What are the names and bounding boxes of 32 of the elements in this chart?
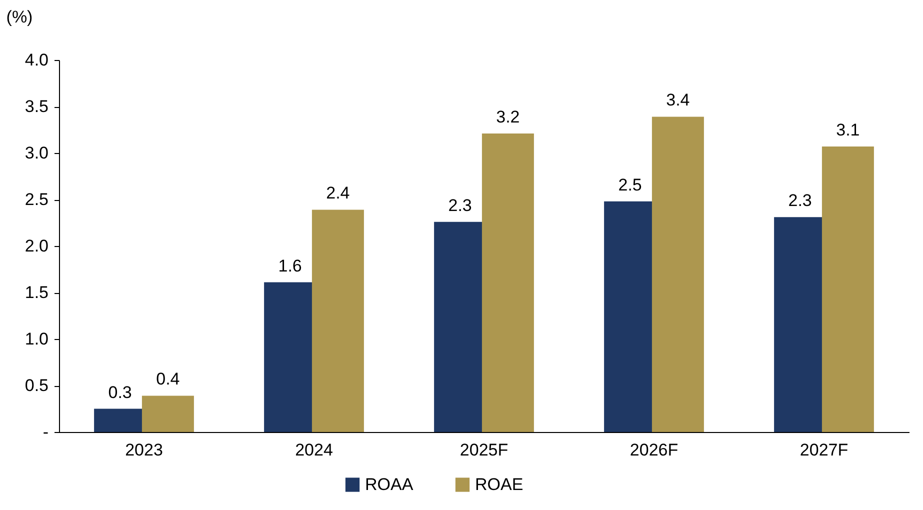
y-tick-label: 3.5 bbox=[24, 97, 48, 116]
y-tick-label: 2.5 bbox=[24, 190, 48, 209]
y-tick-label: 3.0 bbox=[24, 144, 48, 162]
data-label: 2.3 bbox=[448, 196, 472, 215]
data-label: 2.4 bbox=[326, 184, 350, 203]
y-tick-label: 0.5 bbox=[24, 376, 48, 395]
x-tick-label: 2027F bbox=[800, 440, 848, 460]
bar bbox=[482, 133, 534, 432]
bar bbox=[312, 210, 364, 432]
y-tick-label: 2.0 bbox=[24, 236, 48, 256]
x-tick-label: 2024 bbox=[295, 440, 333, 460]
legend-label: ROAE bbox=[475, 474, 524, 494]
data-label: 3.4 bbox=[666, 90, 690, 110]
x-tick-label: 2025F bbox=[460, 440, 508, 460]
y-tick-label: 1.0 bbox=[24, 330, 48, 348]
y-tick-label: - bbox=[42, 422, 48, 442]
data-label: 3.2 bbox=[496, 107, 520, 126]
data-label: 2.3 bbox=[788, 191, 812, 210]
y-tick-label: 4.0 bbox=[24, 50, 48, 70]
bar bbox=[142, 396, 194, 432]
x-tick-label: 2023 bbox=[125, 440, 163, 460]
data-label: 2.5 bbox=[618, 175, 642, 194]
y-tick-label: 1.5 bbox=[24, 283, 48, 302]
x-tick-label: 2026F bbox=[630, 440, 678, 460]
y-axis-title: (%) bbox=[6, 8, 33, 26]
data-label: 1.6 bbox=[278, 256, 302, 276]
data-label: 3.1 bbox=[836, 120, 860, 140]
bar bbox=[822, 146, 874, 432]
data-label: 0.3 bbox=[108, 382, 132, 402]
data-label: 0.4 bbox=[156, 370, 180, 389]
bar bbox=[652, 116, 704, 432]
legend-label: ROAA bbox=[365, 474, 414, 494]
